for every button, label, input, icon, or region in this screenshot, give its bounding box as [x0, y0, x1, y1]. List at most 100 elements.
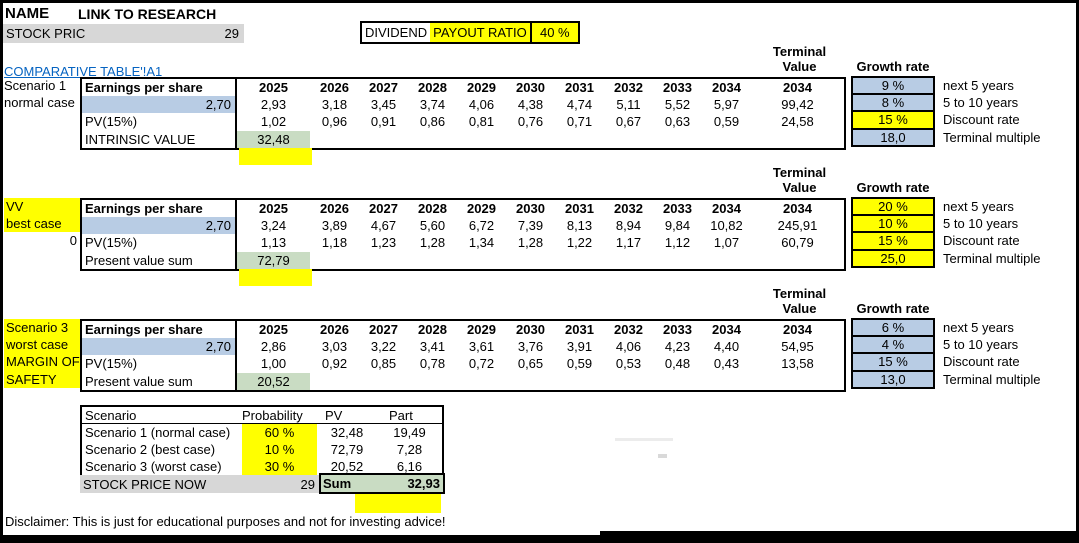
year-header-cell: 2029 [467, 201, 496, 216]
rate-label-next5: next 5 years [943, 199, 1014, 214]
dividend-payout-box: DIVIDEND PAYOUT RATIO 40 % [360, 21, 580, 44]
eps-cell: 6,72 [468, 218, 495, 234]
eps-cell: 5,52 [664, 97, 691, 113]
pv-cell: 1,13 [260, 235, 287, 251]
probability-input-cell[interactable]: 30 % [242, 458, 317, 475]
rate-label-next5: next 5 years [943, 78, 1014, 93]
year-header-cell: 2028 [418, 322, 447, 337]
rate-label-5to10: 5 to 10 years [943, 216, 1019, 232]
weighted-sum-box: Sum 32,93 [319, 473, 445, 494]
rate-label-terminal-multiple: Terminal multiple [943, 371, 1041, 387]
eps-cell: 4,67 [370, 218, 397, 234]
eps-cell: 4,06 [615, 339, 642, 355]
year-header-cell: 2032 [614, 201, 643, 216]
eps-base-input-cell[interactable]: 2,70 [82, 96, 237, 114]
probability-input-cell[interactable]: 60 % [242, 424, 317, 441]
terminal-header-line2: Value [782, 301, 817, 316]
year-header-cell: 2033 [663, 322, 692, 337]
summary-header-part: Part [377, 407, 442, 424]
terminal-header-line2: Value [782, 59, 817, 74]
year-header-cell: 2031 [565, 80, 594, 95]
pv-cell: 0,91 [370, 114, 397, 130]
pv-cell: 0,59 [566, 356, 593, 372]
eps-cell: 4,74 [566, 97, 593, 113]
pv-cell: 0,92 [321, 356, 348, 372]
rate-label-next5: next 5 years [943, 320, 1014, 335]
terminal-multiple-cell[interactable]: 18,0 [851, 127, 935, 147]
highlight-strip [239, 148, 312, 165]
scenario-3-table: Earnings per share 2025 2026 2027 2028 2… [80, 319, 846, 392]
pv-cell: 1,34 [468, 235, 495, 251]
year-header-cell: 2032 [614, 80, 643, 95]
empty-cells [310, 252, 844, 269]
summary-pv-cell: 32,48 [330, 425, 364, 440]
bottom-border-bar-thick [600, 531, 1076, 543]
year-header-cell: 2026 [320, 322, 349, 337]
eps-terminal-cell: 245,91 [777, 218, 818, 234]
rate-label-terminal-multiple: Terminal multiple [943, 129, 1041, 145]
discount-rate-cell[interactable]: 15 % [851, 110, 935, 130]
link-to-research-label: LINK TO RESEARCH [78, 6, 217, 22]
comparative-table-link[interactable]: COMPARATIVE TABLE'!A1 [4, 64, 163, 79]
pv-cell: 1,12 [664, 235, 691, 251]
terminal-multiple-cell[interactable]: 13,0 [851, 369, 935, 389]
intrinsic-value-result-cell: 32,48 [237, 130, 310, 148]
eps-cell: 4,06 [468, 97, 495, 113]
highlight-strip [355, 494, 441, 513]
probability-input-cell[interactable]: 10 % [242, 441, 317, 458]
scenario-1-title: Scenario 1 [4, 78, 67, 93]
growth-rate-next5-cell[interactable]: 20 % [851, 197, 935, 217]
eps-base-input-cell[interactable]: 2,70 [82, 338, 237, 356]
summary-header-probability: Probability [242, 407, 317, 424]
eps-cell: 9,84 [664, 218, 691, 234]
rate-label-5to10: 5 to 10 years [943, 95, 1019, 111]
year-header-cell: 2034 [712, 201, 741, 216]
pv-cell: 0,71 [566, 114, 593, 130]
year-header-cell: 2027 [369, 322, 398, 337]
summary-row-label: Scenario 2 (best case) [85, 442, 216, 457]
pv-cell: 0,72 [468, 356, 495, 372]
payout-ratio-value-cell[interactable]: 40 % [529, 23, 578, 42]
year-header-cell: 2031 [565, 322, 594, 337]
pv-cell: 1,18 [321, 235, 348, 251]
pv-cell: 1,17 [615, 235, 642, 251]
summary-part-cell: 19,49 [393, 425, 426, 440]
eps-cell: 2,93 [260, 97, 287, 113]
eps-header-cell: Earnings per share [82, 79, 237, 97]
scenario-2-case-label: best case [4, 215, 80, 233]
stock-price-now-value[interactable]: 29 [300, 476, 315, 492]
eps-cell: 3,45 [370, 97, 397, 113]
stock-price-label: STOCK PRIC [6, 26, 86, 41]
margin-of-label: MARGIN OF [4, 353, 80, 371]
present-value-sum-label-cell: Present value sum [82, 251, 237, 269]
eps-cell: 3,41 [419, 339, 446, 355]
pv-terminal-cell: 60,79 [781, 235, 814, 251]
eps-cell: 4,23 [664, 339, 691, 355]
eps-cell: 8,13 [566, 218, 593, 234]
screenshot-artifact [615, 438, 673, 441]
eps-cell: 5,11 [616, 97, 641, 113]
pv-cell: 0,63 [664, 114, 691, 130]
stock-price-value-cell[interactable]: 29 [224, 26, 239, 41]
eps-base-input-cell[interactable]: 2,70 [82, 217, 237, 235]
growth-rate-5to10-cell[interactable]: 10 % [851, 214, 935, 234]
pv-cell: 0,59 [713, 114, 740, 130]
payout-ratio-label: PAYOUT RATIO [430, 23, 530, 42]
year-header-cell: 2029 [467, 80, 496, 95]
eps-cell: 3,03 [321, 339, 348, 355]
name-label: NAME [5, 5, 50, 22]
year-header-cell: 2033 [663, 201, 692, 216]
eps-cell: 2,86 [260, 339, 287, 355]
scenario-1-case-label: normal case [4, 95, 75, 111]
pv-terminal-cell: 24,58 [781, 114, 814, 130]
pv-cell: 0,85 [370, 356, 397, 372]
terminal-multiple-cell[interactable]: 25,0 [851, 248, 935, 268]
growth-rate-5to10-cell[interactable]: 8 % [851, 93, 935, 113]
pv-cell: 0,78 [419, 356, 446, 372]
pv-cell: 1,07 [713, 235, 740, 251]
side-zero-value: 0 [69, 233, 77, 249]
growth-rate-next5-cell[interactable]: 6 % [851, 318, 935, 338]
eps-cell: 5,97 [713, 97, 740, 113]
pv-cell: 0,86 [419, 114, 446, 130]
